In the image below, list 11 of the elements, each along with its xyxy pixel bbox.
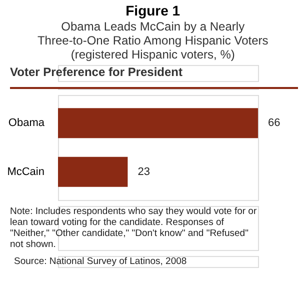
text: Obama Leads McCain by a Nearly [61,20,245,34]
text: (registered Hispanic voters, %) [70,48,235,62]
text: Note: Includes respondents who say they would vote for or lean toward voting for the candidate. Responses of "Neither," "Other candidate," "Don't know" and "Refused" not shown. [10,206,257,250]
data-label: 23 [138,166,150,178]
data-label: 66 [268,117,280,130]
source-note: Source: National Survey of Latinos, 2008 [14,256,187,267]
text: Three-to-One Ratio Among Hispanic Voters [37,34,268,48]
y-tick-label: McCain [7,166,44,178]
text: Voter Preference for President [10,65,183,79]
chart-title: Figure 1 [126,2,180,18]
y-tick-label: Obama [8,117,46,130]
